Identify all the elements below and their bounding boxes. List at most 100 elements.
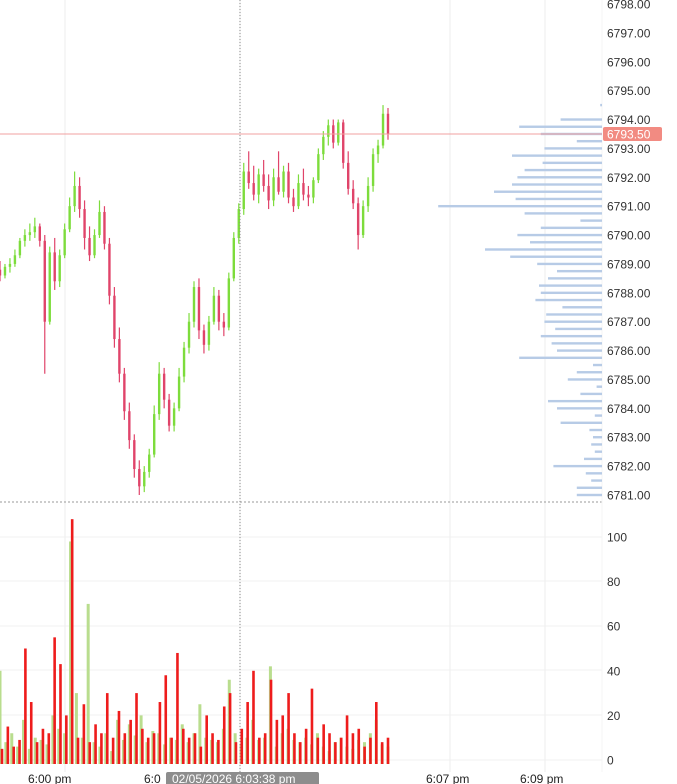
volume-bar-sell	[0, 748, 4, 764]
candle-body	[38, 226, 41, 241]
candle-body	[113, 295, 116, 340]
volume-bar-sell	[217, 739, 220, 764]
volume-bar-sell	[304, 728, 308, 764]
volume-bar-sell	[176, 652, 179, 764]
volume-bar-sell	[105, 693, 109, 764]
candle-body	[386, 113, 390, 134]
crosshair-time-badge	[166, 772, 319, 784]
volume-bar-sell	[94, 724, 97, 764]
candle-body	[197, 287, 201, 331]
price-axis: 6798.006797.006796.006795.006794.006793.…	[607, 0, 651, 503]
current-price-label: 6793.50	[607, 127, 651, 141]
volume-tick-label: 100	[607, 531, 627, 545]
volume-bar-sell	[386, 737, 390, 764]
candle-body	[28, 232, 32, 236]
volume-bar-sell	[111, 737, 115, 764]
candle-body	[53, 252, 56, 282]
candle-body	[327, 125, 330, 137]
volume-bar-buy	[16, 746, 20, 764]
volume-profile-bar	[540, 291, 602, 295]
volume-profile-bar	[567, 378, 602, 381]
volume-profile-bar	[593, 363, 602, 367]
price-tick-label: 6783.00	[607, 431, 651, 445]
candle-body	[187, 321, 191, 348]
volume-profile-bar	[530, 241, 602, 244]
volume-profile-bar	[438, 204, 602, 208]
volume-bar-buy	[57, 728, 61, 764]
volume-bar-buy	[33, 737, 37, 764]
candle-body	[282, 171, 285, 192]
candle-body	[177, 376, 181, 409]
candle-body	[63, 229, 66, 256]
candle-body	[78, 185, 81, 210]
volume-profile-bar	[524, 212, 602, 215]
volume-bar-sell	[29, 702, 33, 764]
volume-bar-sell	[345, 715, 349, 764]
candle-body	[83, 209, 86, 238]
volume-axis: 100 80 60 40 20 0	[607, 531, 627, 768]
volume-bar-sell	[24, 648, 27, 764]
volume-profile-bar	[494, 190, 602, 193]
volume-bar-buy	[4, 742, 8, 764]
candle-body	[43, 240, 46, 322]
volume-bar-sell	[228, 693, 232, 764]
price-tick-label: 6796.00	[607, 55, 651, 69]
candle-body	[257, 174, 260, 195]
volume-bar-sell	[211, 733, 214, 764]
candle-body	[342, 122, 345, 163]
candle-body	[8, 263, 12, 267]
volume-bar-sell	[234, 742, 238, 764]
candle-body	[33, 226, 37, 233]
volume-tick-label: 40	[607, 664, 621, 678]
volume-profile-bar	[560, 118, 602, 121]
volume-profile-bar	[591, 479, 602, 482]
volume-bar-sell	[205, 715, 208, 764]
candle-body	[148, 454, 151, 472]
candle-body	[192, 287, 196, 322]
volume-tick-label: 20	[607, 709, 621, 723]
candle-body	[108, 243, 111, 296]
volume-bar-sell	[298, 742, 302, 764]
candle-body	[237, 209, 240, 238]
volume-bar-buy	[74, 693, 78, 764]
volume-bar-sell	[12, 746, 15, 764]
volume-bar-buy	[80, 737, 84, 764]
volume-profile-bar	[562, 306, 602, 309]
volume-profile-bar	[539, 284, 602, 287]
time-tick-label: 6:07 pm	[426, 772, 469, 784]
volume-profile-bar	[600, 103, 602, 107]
candle-body	[361, 206, 365, 236]
price-tick-label: 6797.00	[607, 26, 651, 40]
volume-bar-sell	[380, 742, 384, 764]
volume-bar-sell	[193, 733, 197, 764]
volume-bar-sell	[182, 728, 185, 764]
candle-body	[302, 183, 305, 195]
candle-body	[366, 185, 370, 207]
candle-body	[172, 408, 176, 426]
candle-body	[207, 321, 211, 345]
price-tick-label: 6794.00	[607, 113, 651, 127]
volume-bar-buy	[0, 670, 2, 764]
candle-body	[123, 373, 126, 412]
volume-profile-bar	[544, 147, 602, 150]
volume-profile-bar	[560, 421, 602, 424]
volume-profile-bar	[542, 161, 602, 165]
time-tick-label: 6:09 pm	[520, 772, 563, 784]
volume-bar-sell	[129, 719, 132, 764]
volume-profile-bar	[576, 371, 602, 374]
volume-profile-bar	[524, 168, 602, 172]
price-tick-label: 6790.00	[607, 229, 651, 243]
candle-body	[262, 174, 265, 186]
time-tick-label: 6:00 pm	[28, 772, 71, 784]
price-tick-label: 6789.00	[607, 257, 651, 271]
price-tick-label: 6788.00	[607, 286, 651, 300]
volume-bar-sell	[76, 737, 80, 764]
volume-bar-sell	[146, 737, 150, 764]
candle-body	[48, 252, 51, 322]
volume-bar-sell	[246, 702, 249, 764]
volume-bar-buy	[45, 744, 49, 764]
volume-bar-sell	[18, 739, 21, 764]
candle-body	[157, 373, 161, 415]
volume-profile-bar	[519, 356, 602, 360]
